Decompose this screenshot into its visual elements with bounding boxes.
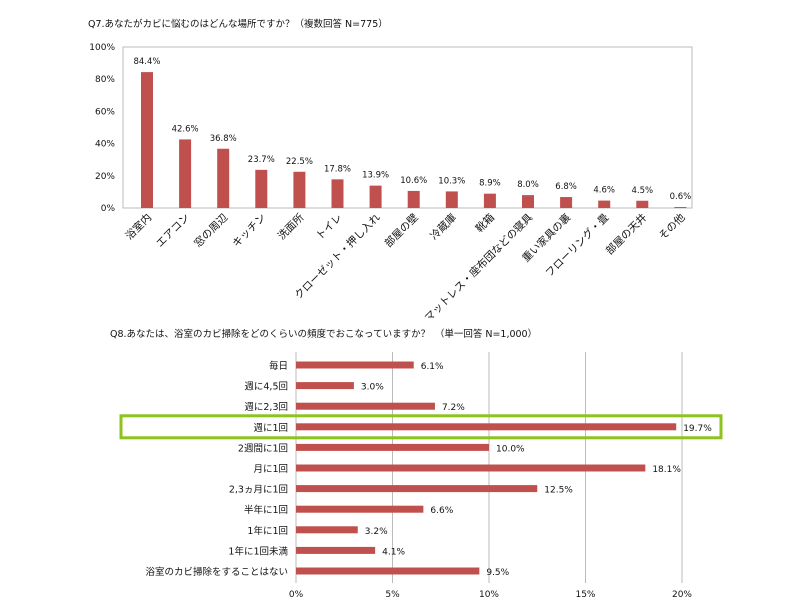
value-label: 84.4% (133, 57, 160, 67)
category-label: 月に1回 (253, 464, 288, 475)
bar-6 (369, 185, 382, 208)
bar-7 (296, 505, 424, 513)
value-label: 13.9% (362, 171, 389, 181)
bar-0 (296, 361, 414, 369)
value-label: 3.0% (361, 383, 384, 393)
category-label: その他 (656, 211, 688, 243)
chart2-title: Q8.あなたは、浴室のカビ掃除をどのくらいの頻度でおこなっていますか？ （単一回… (110, 328, 537, 340)
value-label: 10.0% (496, 444, 525, 454)
chart1-plot-area (122, 46, 693, 209)
value-label: 4.5% (631, 186, 653, 196)
x-tick-label: 20% (672, 590, 692, 600)
y-tick-label: 40% (95, 140, 115, 150)
category-label: 靴箱 (473, 211, 497, 235)
category-label: 冷蔵庫 (427, 211, 459, 243)
category-label: 1年に1回 (247, 525, 288, 537)
bar-12 (598, 200, 611, 208)
value-label: 8.0% (517, 180, 539, 190)
bar-7 (407, 190, 420, 208)
bar-1 (296, 382, 354, 390)
x-tick-label: 10% (479, 590, 499, 600)
category-label: 部屋の壁 (382, 211, 421, 250)
value-label: 19.7% (683, 424, 712, 434)
bar-5 (331, 179, 344, 208)
category-label: キッチン (230, 212, 268, 250)
chart1-title: Q7.あなたがカビに悩むのはどんな場所ですか？（複数回答 N=775） (88, 18, 388, 30)
y-tick-label: 0% (101, 204, 116, 214)
category-label: 半年に1回 (244, 504, 288, 516)
bar-5 (296, 464, 646, 472)
y-tick-label: 100% (89, 43, 115, 53)
x-tick-label: 0% (289, 590, 304, 600)
bar-2 (296, 402, 435, 410)
bar-8 (445, 191, 458, 208)
value-label: 4.6% (593, 186, 615, 196)
category-label: 窓の周辺 (191, 211, 230, 250)
bar-9 (483, 193, 496, 208)
highlight-box (119, 414, 723, 440)
value-label: 4.1% (382, 547, 405, 557)
value-label: 12.5% (544, 486, 573, 496)
y-tick-label: 80% (95, 75, 115, 85)
category-label: フローリング・畳 (543, 211, 612, 280)
category-label: 2,3ヵ月に1回 (229, 485, 288, 496)
category-label: 部屋の天井 (603, 211, 649, 257)
value-label: 36.8% (210, 134, 237, 144)
category-label: 週に1回 (253, 422, 288, 434)
bar-13 (636, 200, 649, 208)
category-label: 洗面所 (276, 211, 307, 242)
bar-6 (296, 485, 538, 493)
category-label: エアコン (154, 212, 192, 250)
value-label: 6.6% (430, 506, 453, 516)
bar-9 (296, 546, 376, 554)
bar-10 (522, 195, 534, 208)
value-label: 0.6% (670, 192, 692, 202)
value-label: 18.1% (652, 465, 681, 475)
x-tick-label: 15% (575, 590, 595, 600)
bar-3 (255, 169, 268, 208)
bar-2 (217, 148, 230, 208)
category-label: 毎日 (269, 360, 288, 372)
value-label: 42.6% (172, 124, 199, 134)
category-label: 週に4,5回 (244, 381, 288, 393)
bar-8 (296, 526, 358, 534)
value-label: 10.6% (400, 176, 427, 186)
category-label: トイレ (314, 212, 345, 243)
bar-10 (296, 567, 480, 575)
bar-1 (179, 139, 192, 208)
category-label: 浴室内 (123, 211, 154, 242)
chart1: 0% 20% 40% 60% 80% 100% 84.4% 浴室内 42.6% エアコン 36.8%… (89, 43, 693, 324)
y-tick-label: 60% (95, 107, 115, 117)
category-label: 週に2,3回 (244, 401, 288, 413)
bar-11 (560, 197, 573, 208)
value-label: 22.5% (286, 157, 313, 167)
value-label: 8.9% (479, 179, 501, 189)
value-label: 6.8% (555, 182, 577, 192)
bar-4 (293, 171, 306, 208)
category-label: 1年に1回未満 (228, 545, 288, 557)
value-label: 23.7% (248, 155, 275, 165)
value-label: 10.3% (438, 176, 465, 186)
value-label: 6.1% (421, 362, 444, 372)
category-label: 2週間に1回 (238, 442, 288, 454)
chart2: 0% 5% 10% 15% 20% 6.1% 毎日 3.0% 週に4,5回 7.2% 週に2,3回 1… (119, 352, 723, 600)
value-label: 17.8% (324, 164, 351, 174)
y-tick-label: 20% (95, 172, 115, 182)
x-tick-label: 5% (385, 590, 400, 600)
category-label: 浴室のカビ掃除をすることはない (145, 566, 288, 578)
value-label: 3.2% (365, 527, 388, 537)
bar-4 (296, 443, 489, 451)
bar-0 (141, 72, 153, 208)
bar-14 (674, 207, 687, 208)
value-label: 7.2% (442, 403, 465, 413)
bar-3 (296, 423, 677, 431)
value-label: 9.5% (486, 568, 509, 578)
